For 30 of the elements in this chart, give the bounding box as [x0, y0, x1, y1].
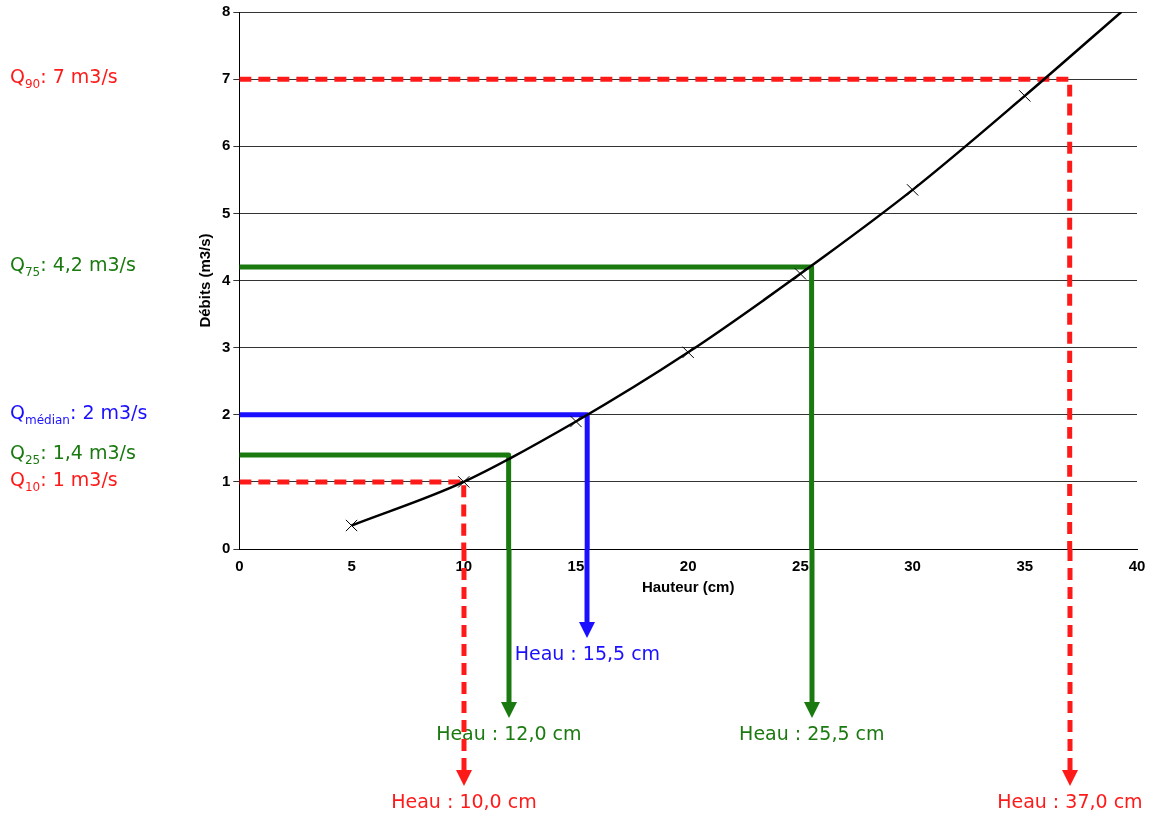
- x-tick-label: 30: [904, 557, 921, 575]
- x-tick-label: 0: [235, 557, 244, 575]
- y-tick-label: 3: [222, 337, 231, 355]
- annotation: Heau : 37,0 cm: [997, 790, 1143, 812]
- annotation: Heau : 12,0 cm: [436, 722, 582, 744]
- y-tick-label: 0: [222, 539, 231, 557]
- x-tick-label: 35: [1016, 557, 1034, 575]
- x-tick-label: 5: [347, 557, 356, 575]
- y-tick-label: 2: [222, 404, 231, 422]
- text: Q$_{10}$: 1 m3/s: [10, 467, 118, 494]
- x-tick-label: 10: [455, 557, 473, 575]
- y-tick-label: 5: [222, 203, 231, 221]
- y-axis-title: Débits (m3/s): [196, 233, 214, 328]
- y-tick-label: 7: [222, 69, 231, 87]
- y-tick-label: 8: [222, 2, 231, 20]
- y-tick-label: 4: [222, 270, 231, 288]
- annotation: Heau : 10,0 cm: [391, 790, 537, 812]
- text: Q$_{médian}$: 2 m3/s: [10, 400, 148, 427]
- x-tick-label: 15: [567, 557, 585, 575]
- text: Q$_{75}$: 4,2 m3/s: [10, 253, 136, 279]
- x-axis-title: Hauteur (cm): [641, 578, 735, 596]
- annotation: Heau : 25,5 cm: [739, 722, 885, 744]
- annotation: Heau : 15,5 cm: [514, 642, 661, 664]
- text: Q$_{90}$: 7 m3/s: [10, 65, 118, 91]
- y-tick-label: 1: [222, 472, 231, 490]
- x-tick-label: 25: [792, 557, 809, 575]
- text: Q$_{25}$: 1,4 m3/s: [10, 441, 136, 467]
- x-tick-label: 20: [679, 557, 697, 575]
- x-tick-label: 40: [1128, 557, 1146, 575]
- y-tick-label: 6: [222, 136, 231, 154]
